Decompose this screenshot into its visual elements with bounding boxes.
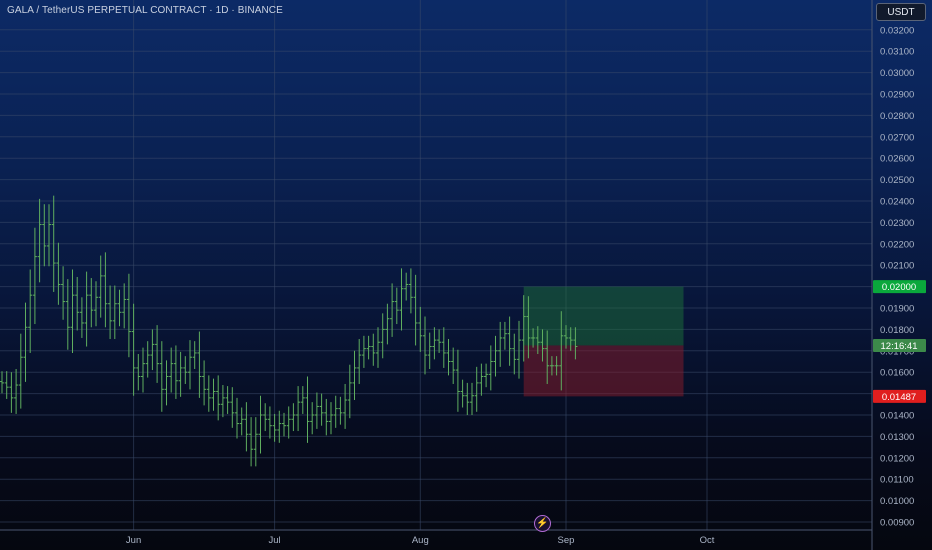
price-tick-label: 0.02500 <box>880 175 914 186</box>
price-tick-label: 0.02600 <box>880 154 914 165</box>
price-tick-label: 0.02300 <box>880 218 914 229</box>
price-tick-label: 0.02900 <box>880 90 914 101</box>
countdown-label-bg <box>873 338 926 352</box>
date-tick-label: Oct <box>700 535 715 546</box>
price-tick-label: 0.01600 <box>880 368 914 379</box>
price-tick-label: 0.00900 <box>880 518 914 529</box>
symbol-title: GALA / TetherUS PERPETUAL CONTRACT · 1D … <box>7 5 283 16</box>
date-tick-label: Aug <box>412 535 429 546</box>
target-price-label: 0.02000 <box>882 282 916 293</box>
countdown-label: 12:16:41 <box>881 341 918 352</box>
date-tick-label: Sep <box>558 535 575 546</box>
price-tick-label: 0.01200 <box>880 453 914 464</box>
price-tick-label: 0.02100 <box>880 261 914 272</box>
price-tick-label: 0.01300 <box>880 432 914 443</box>
price-tick-label: 0.01000 <box>880 496 914 507</box>
price-tick-label: 0.01800 <box>880 325 914 336</box>
stop-loss-zone[interactable] <box>523 345 684 397</box>
date-tick-label: Jul <box>269 535 281 546</box>
price-tick-label: 0.01100 <box>880 475 914 486</box>
price-tick-label: 0.02200 <box>880 239 914 250</box>
target-price-label-bg <box>873 280 926 294</box>
price-tick-label: 0.03000 <box>880 68 914 79</box>
price-tick-label: 0.02800 <box>880 111 914 122</box>
price-tick-label: 0.01400 <box>880 411 914 422</box>
stop-price-label-bg <box>873 389 926 403</box>
target-zone[interactable] <box>523 286 684 346</box>
price-tick-label: 0.02700 <box>880 132 914 143</box>
price-tick-label: 0.01900 <box>880 304 914 315</box>
price-tick-label: 0.03100 <box>880 47 914 58</box>
flash-icon[interactable]: ⚡ <box>534 515 551 532</box>
price-tick-label: 0.03200 <box>880 25 914 36</box>
currency-button[interactable]: USDT <box>876 3 926 21</box>
stop-price-label: 0.01487 <box>882 392 916 403</box>
price-tick-label: 0.02400 <box>880 197 914 208</box>
date-tick-label: Jun <box>126 535 141 546</box>
